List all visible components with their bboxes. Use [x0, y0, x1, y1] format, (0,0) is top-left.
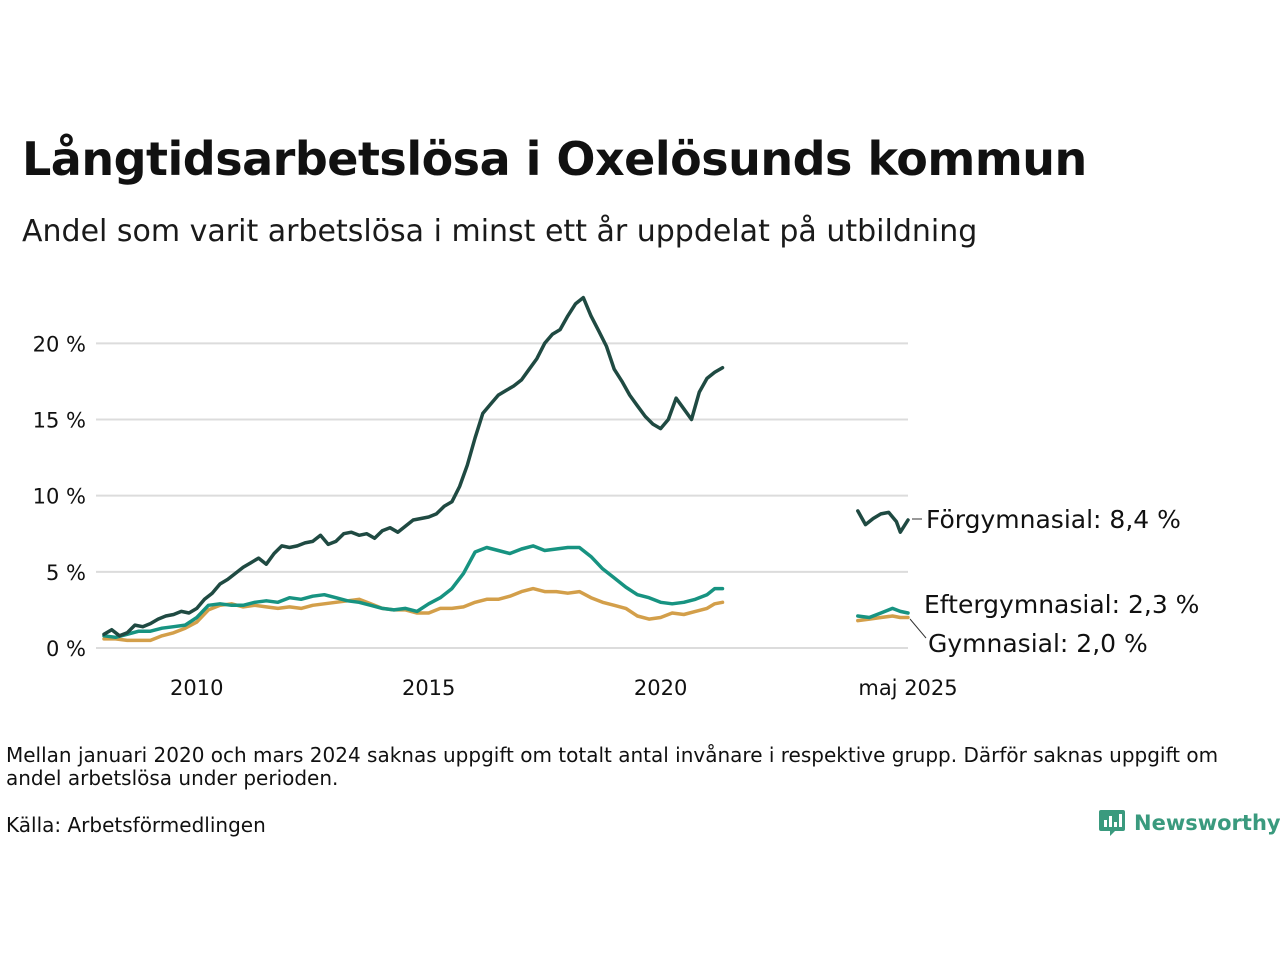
- chart-title: Långtidsarbetslösa i Oxelösunds kommun: [22, 132, 1087, 186]
- chart-subtitle: Andel som varit arbetslösa i minst ett å…: [22, 214, 978, 249]
- gymnasial-label-leader: [909, 618, 927, 639]
- gymnasial-end-label: Gymnasial: 2,0 %: [928, 629, 1148, 658]
- footnote: Mellan januari 2020 och mars 2024 saknas…: [6, 743, 1219, 790]
- x-tick-label: 2020: [634, 676, 687, 700]
- newsworthy-logo-icon: [1099, 810, 1125, 836]
- eftergymnasial-line: [102, 544, 725, 640]
- newsworthy-logo: Newsworthy: [1098, 808, 1280, 838]
- eftergymnasial-end-label: Eftergymnasial: 2,3 %: [924, 590, 1199, 619]
- series-lines: [102, 295, 910, 643]
- forgymnasial-end-label: Förgymnasial: 8,4 %: [926, 505, 1181, 534]
- series-end-labels: Förgymnasial: 8,4 % Eftergymnasial: 2,3 …: [909, 505, 1199, 658]
- x-tick-label: 2015: [402, 676, 455, 700]
- y-tick-label: 0 %: [46, 637, 86, 661]
- y-tick-label: 20 %: [33, 332, 86, 356]
- forgymnasial-line: [856, 509, 910, 534]
- gymnasial-line: [856, 614, 910, 623]
- eftergymnasial-line: [856, 606, 910, 620]
- gridlines: [96, 342, 908, 649]
- y-tick-label: 5 %: [46, 561, 86, 585]
- gymnasial-line: [102, 586, 725, 643]
- y-tick-label: 15 %: [33, 408, 86, 432]
- x-tick-label: 2010: [170, 676, 223, 700]
- forgymnasial-line: [102, 295, 725, 638]
- line-chart: 0 %5 %10 %15 %20 % 2010 2015 2020 maj 2025 …: [33, 295, 1199, 700]
- x-axis-ticks: 2010 2015 2020 maj 2025: [170, 676, 958, 700]
- y-axis-ticks: 0 % 5 % 10 % 15 % 20 %: [33, 332, 86, 661]
- x-tick-label: maj 2025: [858, 676, 957, 700]
- source-text: Källa: Arbetsförmedlingen: [6, 813, 266, 837]
- brand-name: Newsworthy: [1134, 811, 1280, 835]
- y-tick-label: 10 %: [33, 485, 86, 509]
